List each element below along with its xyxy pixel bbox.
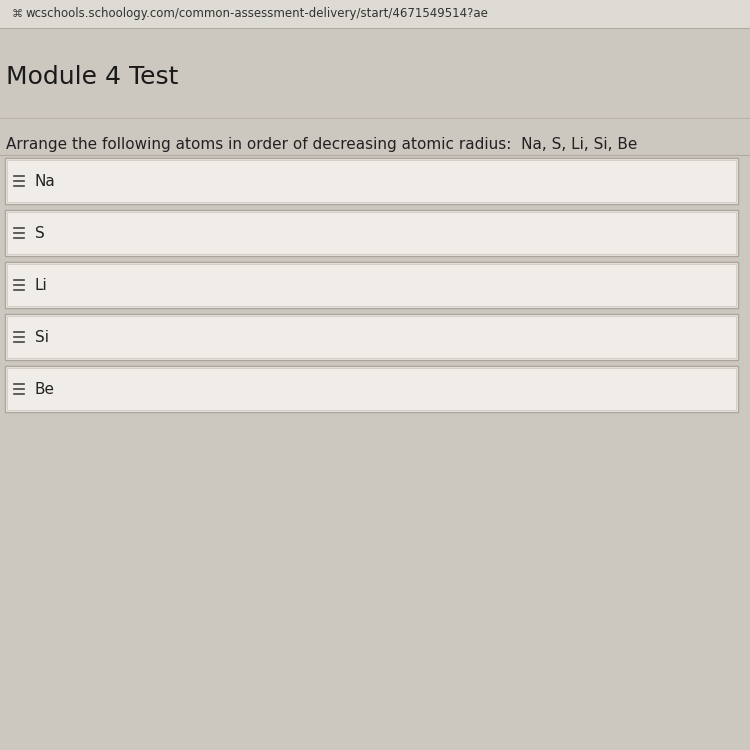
Text: Arrange the following atoms in order of decreasing atomic radius:  Na, S, Li, Si: Arrange the following atoms in order of … [6,136,638,152]
Bar [0,0,750,28]
Bar [5,366,738,412]
Text: Si: Si [35,329,49,344]
Bar [7,264,736,306]
Bar [5,158,738,204]
Text: Be: Be [35,382,55,397]
Text: wcschools.schoology.com/common-assessment-delivery/start/4671549514?aе: wcschools.schoology.com/common-assessmen… [26,8,489,20]
Text: Na: Na [35,173,56,188]
Bar [7,368,736,410]
Bar [5,314,738,360]
Bar [7,212,736,254]
Bar [7,160,736,202]
Text: Module 4 Test: Module 4 Test [6,65,178,89]
Bar [5,262,738,308]
Bar [5,210,738,256]
Bar [7,316,736,358]
Text: Li: Li [35,278,48,292]
Text: ⌘: ⌘ [12,9,23,19]
Text: S: S [35,226,45,241]
